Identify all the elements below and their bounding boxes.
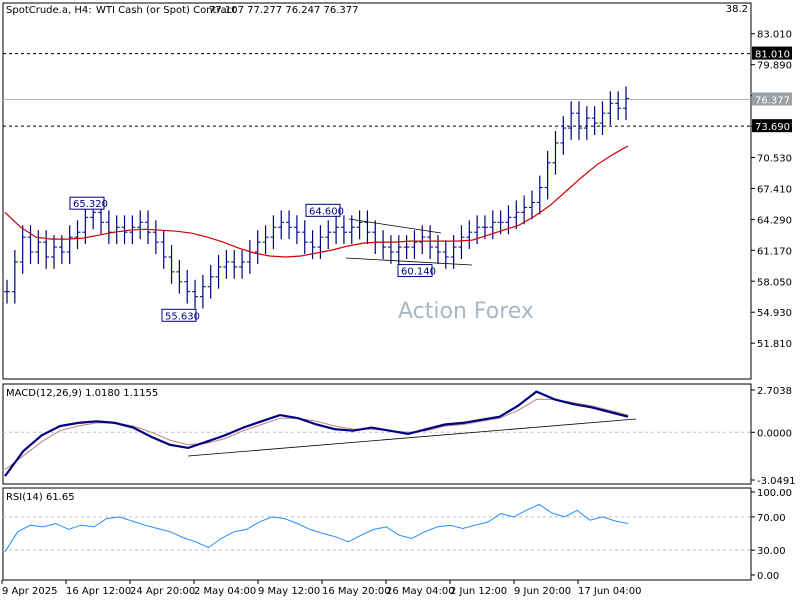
- price-annotation-label: 65.320: [73, 199, 108, 210]
- price-axis-label: 64.290: [757, 215, 792, 226]
- time-axis-label: 16 May 20:00: [322, 586, 391, 597]
- time-axis-label: 9 Jun 20:00: [514, 586, 571, 597]
- rsi-panel-frame: [2, 487, 752, 581]
- macd-axis-label: 2.7038: [757, 386, 792, 397]
- price-axis-label: 54.930: [757, 308, 792, 319]
- price-level-box: [752, 92, 792, 106]
- macd-signal-line: [4, 398, 629, 471]
- rsi-axis-label: 30.00: [757, 546, 786, 557]
- price-axis-label: 70.530: [757, 154, 792, 165]
- time-axis-label: 9 Apr 2025: [2, 586, 57, 597]
- time-axis-label: 16 Apr 12:00: [66, 586, 131, 597]
- price-level-box: [752, 46, 792, 60]
- chart-header-description: WTI Cash (or Spot) Contract: [96, 5, 236, 16]
- price-panel-frame: [2, 2, 752, 380]
- macd-axis-label: 0.0000: [757, 428, 792, 439]
- time-axis-label: 24 Apr 20:00: [130, 586, 195, 597]
- rsi-axis: 100.00 70.00 30.00 0.00: [3, 488, 792, 582]
- price-annotation-box: [305, 203, 341, 217]
- price-annotation-label: 55.630: [165, 311, 200, 322]
- price-annotation-label: 60.140: [401, 267, 436, 278]
- macd-title: MACD(12,26,9) 1.0180 1.1155: [6, 388, 158, 399]
- macd-axis-label: -3.0491: [757, 476, 796, 487]
- lower-trendline: [345, 257, 473, 266]
- macd-axis: 2.7038 0.0000 -3.0491: [3, 386, 796, 487]
- price-axis-label: 67.410: [757, 184, 792, 195]
- price-axis-label: 79.890: [757, 61, 792, 72]
- price-axis-label: 58.050: [757, 277, 792, 288]
- price-axis: 83.01079.89076.77073.69070.53067.41064.2…: [751, 30, 792, 350]
- macd-main-line: [4, 390, 629, 477]
- price-levels: 81.010 76.377 73.690: [3, 46, 792, 133]
- price-annotation-box: [397, 264, 433, 278]
- watermark: Action Forex: [398, 299, 534, 324]
- time-axis-label: 26 May 04:00: [386, 586, 455, 597]
- price-axis-label: 83.010: [757, 30, 792, 41]
- macd-trendline: [187, 418, 637, 457]
- chart-header-ohlc: 77.107 77.277 76.247 76.377: [209, 5, 359, 16]
- price-level-label: 76.377: [755, 96, 790, 107]
- price-level-label: 73.690: [755, 122, 790, 133]
- price-axis-label: 51.810: [757, 339, 792, 350]
- rsi-line: [4, 503, 629, 553]
- price-annotation-label: 64.600: [309, 206, 344, 217]
- price-annotation-box: [161, 308, 197, 322]
- price-axis-label: 61.170: [757, 246, 792, 257]
- chart-header-top-right: 38.2: [726, 4, 748, 15]
- time-axis-label: 17 Jun 04:00: [578, 586, 642, 597]
- trendlines: [345, 218, 473, 266]
- time-axis-label: 9 May 12:00: [258, 586, 320, 597]
- rsi-axis-label: 0.00: [757, 571, 779, 582]
- rsi-title: RSI(14) 61.65: [6, 492, 75, 503]
- time-axis-label: 2 May 04:00: [194, 586, 256, 597]
- rsi-axis-label: 100.00: [757, 488, 792, 499]
- upper-trendline: [348, 218, 442, 234]
- chart-header-symbol: SpotCrude.a, H4:: [6, 5, 92, 16]
- moving-average-line: [4, 145, 629, 258]
- time-axis-label: 2 Jun 12:00: [450, 586, 507, 597]
- rsi-axis-label: 70.00: [757, 513, 786, 524]
- price-annotations: 65.320 55.630 64.600 60.140: [69, 196, 436, 322]
- price-annotation-box: [69, 196, 105, 210]
- price-level-box: [752, 119, 792, 133]
- price-level-label: 81.010: [755, 50, 790, 61]
- macd-panel-frame: [2, 383, 752, 485]
